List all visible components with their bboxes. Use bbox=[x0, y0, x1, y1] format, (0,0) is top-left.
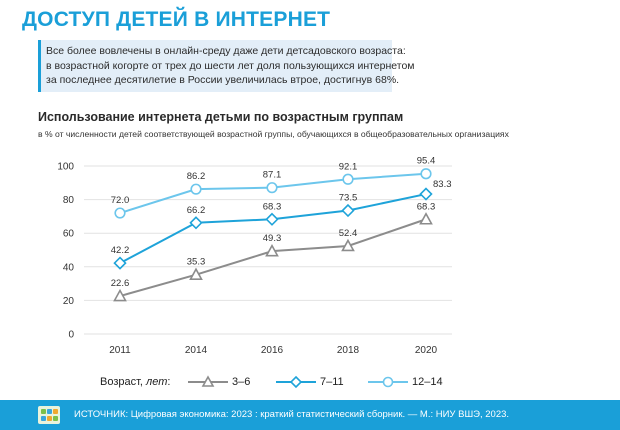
intro-line: в возрастной когорте от трех до шести ле… bbox=[46, 59, 415, 72]
circle-marker bbox=[342, 173, 354, 185]
circle-marker bbox=[190, 183, 202, 195]
source-logo-icon bbox=[38, 406, 60, 424]
legend-label: 7–11 bbox=[320, 376, 344, 388]
diamond-marker bbox=[265, 212, 279, 226]
circle-marker-icon bbox=[368, 376, 408, 388]
data-label: 83.3 bbox=[433, 179, 452, 190]
data-label: 49.3 bbox=[263, 233, 282, 244]
data-label: 68.3 bbox=[417, 201, 436, 212]
data-label: 68.3 bbox=[263, 201, 282, 212]
source-text: ИСТОЧНИК: Цифровая экономика: 2023 : кра… bbox=[74, 409, 510, 420]
legend-title: Возраст, лет: bbox=[100, 376, 171, 388]
page-title: ДОСТУП ДЕТЕЙ В ИНТЕРНЕТ bbox=[22, 8, 331, 31]
intro-text-box: Все более вовлечены в онлайн-среду даже … bbox=[38, 40, 415, 92]
intro-line: за последнее десятилетие в России увелич… bbox=[46, 74, 400, 86]
data-label: 73.5 bbox=[339, 193, 358, 204]
diamond-marker bbox=[189, 216, 203, 230]
chart-subtitle: в % от численности детей соответствующей… bbox=[38, 129, 509, 139]
y-tick-label: 80 bbox=[63, 195, 75, 206]
diamond-marker bbox=[341, 203, 355, 218]
intro-accent-bar bbox=[38, 40, 41, 92]
footer: ИСТОЧНИК: Цифровая экономика: 2023 : кра… bbox=[0, 400, 620, 430]
x-tick-label: 2018 bbox=[337, 345, 360, 356]
x-tick-label: 2011 bbox=[109, 345, 131, 356]
data-label: 66.2 bbox=[187, 205, 206, 216]
data-label: 52.4 bbox=[339, 228, 358, 239]
data-label: 92.1 bbox=[339, 161, 358, 172]
intro-line: Все более вовлечены в онлайн-среду даже … bbox=[46, 45, 406, 57]
line-chart: 0 20 40 60 80 100 2011 2014 2016 2018 2020 22.6 35.3… bbox=[57, 156, 452, 356]
data-label: 87.1 bbox=[263, 170, 282, 181]
data-label: 35.3 bbox=[187, 257, 206, 268]
diamond-marker bbox=[419, 187, 433, 201]
triangle-marker bbox=[113, 288, 127, 302]
data-label: 95.4 bbox=[417, 156, 436, 167]
chart-title: Использование интернета детьми по возрас… bbox=[38, 110, 404, 124]
triangle-marker-icon bbox=[188, 375, 228, 387]
circle-marker bbox=[266, 182, 278, 194]
series-line-0 bbox=[119, 218, 427, 297]
legend-label: 12–14 bbox=[412, 376, 443, 388]
circle-marker bbox=[420, 168, 432, 180]
x-tick-label: 2016 bbox=[261, 345, 284, 356]
triangle-marker bbox=[265, 244, 279, 257]
y-tick-label: 0 bbox=[68, 330, 74, 341]
data-label: 86.2 bbox=[187, 171, 206, 182]
triangle-marker bbox=[419, 212, 433, 225]
triangle-marker bbox=[189, 267, 203, 280]
x-tick-label: 2014 bbox=[185, 345, 208, 356]
diamond-marker bbox=[113, 256, 127, 270]
y-tick-label: 100 bbox=[57, 162, 74, 173]
diamond-marker-icon bbox=[276, 375, 316, 389]
legend-label: 3–6 bbox=[232, 376, 251, 388]
data-label: 72.0 bbox=[111, 195, 130, 206]
data-label: 42.2 bbox=[111, 245, 130, 256]
y-tick-label: 60 bbox=[63, 229, 75, 240]
data-label: 22.6 bbox=[111, 278, 130, 289]
triangle-marker bbox=[341, 238, 355, 252]
circle-marker bbox=[114, 207, 126, 219]
y-tick-label: 20 bbox=[63, 296, 75, 307]
y-tick-label: 40 bbox=[63, 262, 75, 273]
x-tick-label: 2020 bbox=[415, 345, 438, 356]
